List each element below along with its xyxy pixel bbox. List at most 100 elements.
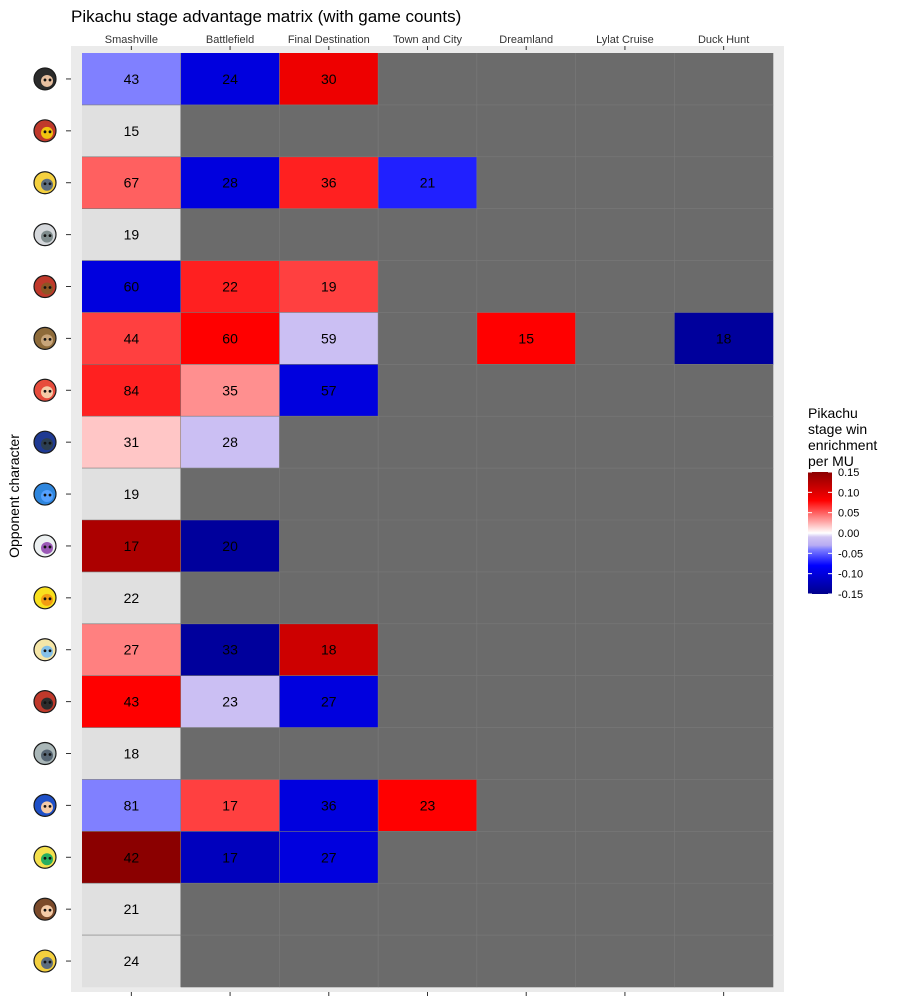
heatmap-cell-empty	[378, 416, 478, 469]
heatmap-cell-empty	[476, 208, 576, 261]
villager-icon	[33, 897, 57, 921]
heatmap-cell-empty	[378, 623, 478, 676]
heatmap-cell-empty	[476, 935, 576, 988]
heatmap-cell-empty	[279, 416, 379, 469]
heatmap-cell	[279, 364, 379, 417]
heatmap-cell-empty	[575, 571, 675, 625]
cell-count-label: 21	[124, 901, 140, 917]
legend-tick-label: -0.15	[838, 589, 863, 601]
heatmap-cell	[180, 312, 280, 365]
heatmap-cell-empty	[180, 571, 280, 625]
legend-tick-label: 0.10	[838, 487, 859, 499]
heatmap-cell	[378, 779, 478, 832]
cell-count-label: 84	[124, 382, 140, 398]
cell-count-label: 24	[124, 953, 140, 969]
heatmap-cell	[82, 623, 182, 676]
heatmap-cell	[279, 831, 379, 884]
heatmap-cell-empty	[378, 53, 478, 106]
heatmap-cell-empty	[279, 208, 379, 261]
cell-count-label: 27	[124, 642, 140, 658]
heatmap-cell-empty	[378, 208, 478, 261]
legend-tick-label: -0.10	[838, 569, 863, 581]
heatmap-cell-empty	[378, 468, 478, 521]
heatmap-cell-empty	[476, 779, 576, 832]
legend-title-line: Pikachu	[808, 405, 858, 421]
heatmap-cell-empty	[674, 156, 774, 209]
heatmap-cell-empty	[476, 831, 576, 884]
heatmap-cell-empty	[674, 468, 774, 521]
cell-count-label: 81	[124, 797, 140, 813]
heatmap-cell	[674, 312, 774, 365]
heatmap-cells	[82, 53, 774, 988]
heatmap-cell-empty	[476, 104, 576, 158]
heatmap-cell-empty	[575, 364, 675, 417]
heatmap-cell-empty	[575, 468, 675, 521]
heatmap-cell-empty	[180, 727, 280, 780]
legend-tick-label: 0.05	[838, 508, 859, 520]
cell-count-label: 28	[222, 434, 238, 450]
heatmap-cell-empty	[674, 675, 774, 728]
cell-count-label: 18	[716, 330, 732, 346]
heatmap-cell-empty	[378, 935, 478, 988]
x-tick-label: Dreamland	[499, 34, 553, 46]
heatmap-cell	[82, 208, 182, 261]
heatmap-cell	[180, 53, 280, 106]
cell-count-label: 19	[124, 486, 140, 502]
cell-count-label: 19	[124, 227, 140, 243]
heatmap-cell-empty	[378, 883, 478, 936]
heatmap-cell-empty	[674, 883, 774, 936]
heatmap-cell	[180, 364, 280, 417]
heatmap-cell	[82, 312, 182, 365]
x-tick-label: Lylat Cruise	[596, 34, 654, 46]
heatmap-cell-empty	[476, 883, 576, 936]
heatmap-cell-empty	[674, 104, 774, 158]
cell-count-label: 67	[124, 175, 140, 191]
heatmap-cell-empty	[279, 104, 379, 158]
cell-count-label: 23	[222, 694, 238, 710]
cell-count-label: 15	[124, 123, 140, 139]
cell-count-label: 20	[222, 538, 238, 554]
cell-count-label: 42	[124, 849, 140, 865]
heatmap-cell-empty	[575, 623, 675, 676]
heatmap-cell-empty	[674, 571, 774, 625]
cell-count-label: 23	[420, 797, 436, 813]
cloud-icon	[33, 171, 57, 195]
heatmap-cell-empty	[378, 312, 478, 365]
heatmap-cell-empty	[476, 364, 576, 417]
heatmap-cell-empty	[575, 53, 675, 106]
heatmap-cell-empty	[378, 675, 478, 728]
sonic-icon	[33, 793, 57, 817]
heatmap-cell-empty	[575, 156, 675, 209]
heatmap-cell-empty	[674, 831, 774, 884]
heatmap-cell-empty	[674, 520, 774, 573]
captain-falcon-icon	[33, 119, 57, 143]
x-axis: Smashville Battlefield Final Destination To…	[105, 34, 749, 996]
heatmap-cell	[279, 312, 379, 365]
heatmap-cell-empty	[674, 727, 774, 780]
heatmap-cell-empty	[575, 312, 675, 365]
heatmap-cell-empty	[575, 831, 675, 884]
heatmap-cell-empty	[575, 208, 675, 261]
heatmap-cell	[82, 831, 182, 884]
heatmap-cell	[180, 260, 280, 313]
heatmap-cell	[180, 831, 280, 884]
cell-count-label: 44	[124, 330, 140, 346]
legend-tick-label: 0.00	[838, 528, 859, 540]
x-tick-label: Final Destination	[288, 34, 370, 46]
heatmap-cell-empty	[476, 727, 576, 780]
heatmap-cell-empty	[180, 104, 280, 158]
heatmap-cell-empty	[378, 104, 478, 158]
cell-count-label: 36	[321, 797, 337, 813]
heatmap-cell	[279, 156, 379, 209]
heatmap-cell-empty	[674, 364, 774, 417]
heatmap-cell	[476, 312, 576, 365]
diddy-kong-icon	[33, 274, 57, 299]
y-axis	[33, 67, 71, 973]
heatmap-cell	[279, 779, 379, 832]
heatmap-cell-empty	[575, 883, 675, 936]
heatmap-cell	[82, 935, 182, 988]
heatmap-cell	[180, 675, 280, 728]
legend-title-line: stage win	[808, 421, 867, 437]
heatmap-cell-empty	[575, 727, 675, 780]
